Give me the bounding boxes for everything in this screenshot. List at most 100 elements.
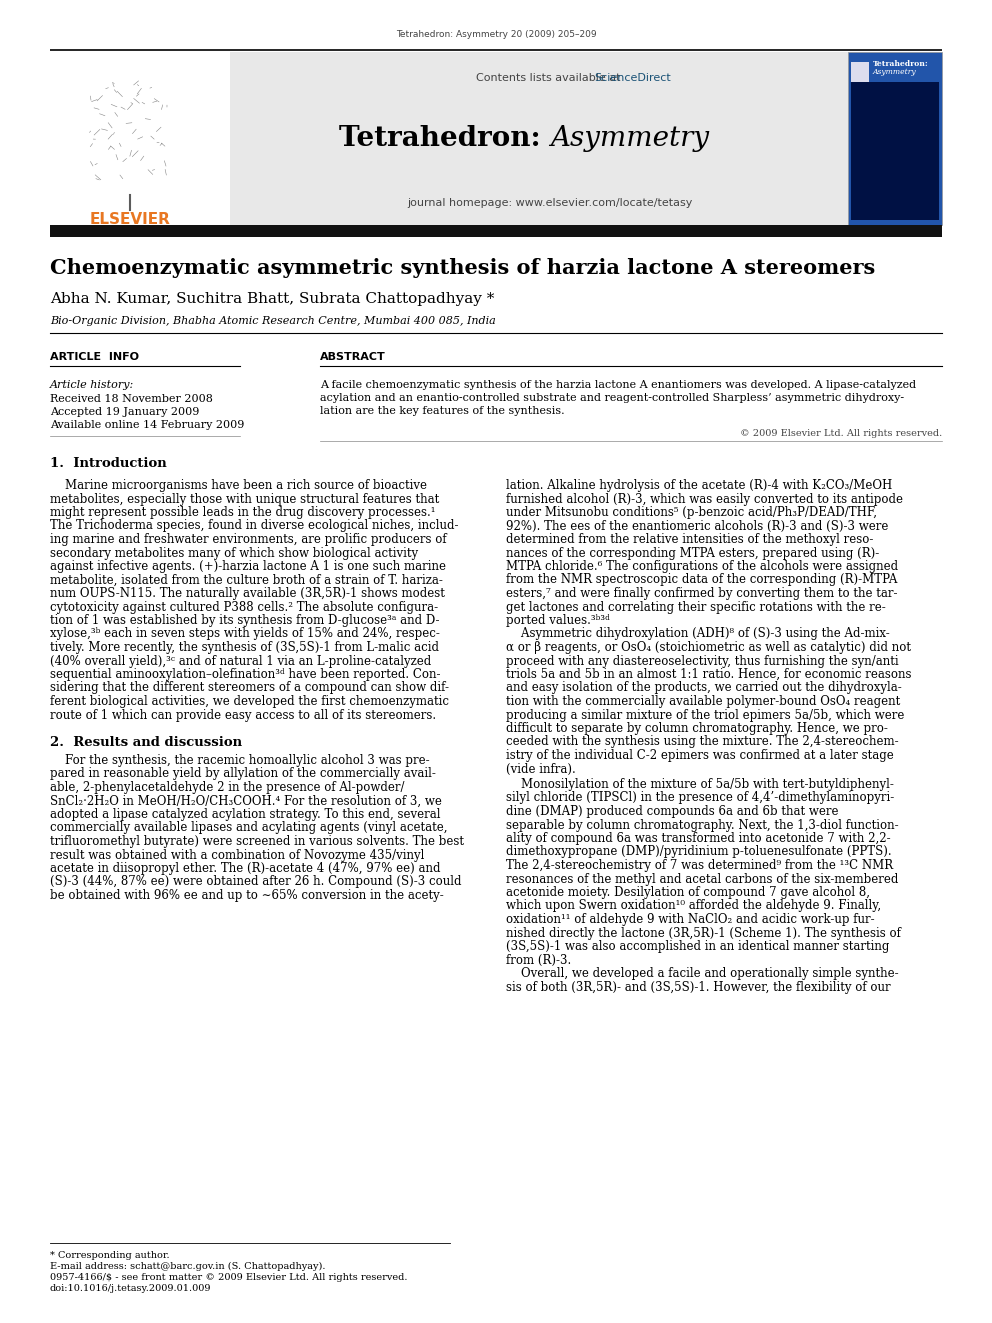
Text: ported values.³ᵇ³ᵈ: ported values.³ᵇ³ᵈ [506,614,610,627]
Text: and easy isolation of the products, we carried out the dihydroxyla-: and easy isolation of the products, we c… [506,681,902,695]
Text: nances of the corresponding MTPA esters, prepared using (R)-: nances of the corresponding MTPA esters,… [506,546,879,560]
Text: doi:10.1016/j.tetasy.2009.01.009: doi:10.1016/j.tetasy.2009.01.009 [50,1285,211,1293]
Text: SnCl₂·2H₂O in MeOH/H₂O/CH₃COOH.⁴ For the resolution of 3, we: SnCl₂·2H₂O in MeOH/H₂O/CH₃COOH.⁴ For the… [50,795,441,807]
Bar [848,52,942,225]
Text: Article history:: Article history: [50,380,134,390]
Text: triols 5a and 5b in an almost 1:1 ratio. Hence, for economic reasons: triols 5a and 5b in an almost 1:1 ratio.… [506,668,912,681]
Text: sidering that the different stereomers of a compound can show dif-: sidering that the different stereomers o… [50,681,449,695]
Text: α or β reagents, or OsO₄ (stoichiometric as well as catalytic) did not: α or β reagents, or OsO₄ (stoichiometric… [506,642,911,654]
Text: sequential aminooxylation–olefination³ᵈ have been reported. Con-: sequential aminooxylation–olefination³ᵈ … [50,668,440,681]
Text: acylation and an enantio-controlled substrate and reagent-controlled Sharpless’ : acylation and an enantio-controlled subs… [320,393,904,404]
Text: ceeded with the synthesis using the mixture. The 2,4-stereochem-: ceeded with the synthesis using the mixt… [506,736,899,749]
Text: 2.  Results and discussion: 2. Results and discussion [50,736,242,749]
Text: adopted a lipase catalyzed acylation strategy. To this end, several: adopted a lipase catalyzed acylation str… [50,808,440,822]
Text: pared in reasonable yield by allylation of the commercially avail-: pared in reasonable yield by allylation … [50,767,435,781]
Text: tion with the commercially available polymer-bound OsO₄ reagent: tion with the commercially available pol… [506,695,901,708]
Text: (S)-3 (44%, 87% ee) were obtained after 26 h. Compound (S)-3 could: (S)-3 (44%, 87% ee) were obtained after … [50,876,461,889]
Text: * Corresponding author.: * Corresponding author. [50,1252,170,1259]
Text: acetate in diisopropyl ether. The (R)-acetate 4 (47%, 97% ee) and: acetate in diisopropyl ether. The (R)-ac… [50,863,440,875]
Text: E-mail address: schatt@barc.gov.in (S. Chattopadhyay).: E-mail address: schatt@barc.gov.in (S. C… [50,1262,325,1271]
Bar [50,52,942,225]
Text: Tetrahedron: Asymmetry 20 (2009) 205–209: Tetrahedron: Asymmetry 20 (2009) 205–209 [396,30,596,38]
Text: dimethoxypropane (DMP)/pyridinium p-toluenesulfonate (PPTS).: dimethoxypropane (DMP)/pyridinium p-tolu… [506,845,892,859]
Text: Marine microorganisms have been a rich source of bioactive: Marine microorganisms have been a rich s… [50,479,427,492]
Text: Monosilylation of the mixture of 5a/5b with tert-butyldiphenyl-: Monosilylation of the mixture of 5a/5b w… [506,778,894,791]
Text: from (R)-3.: from (R)-3. [506,954,571,967]
Text: trifluoromethyl butyrate) were screened in various solvents. The best: trifluoromethyl butyrate) were screened … [50,835,464,848]
Text: against infective agents. (+)-harzia lactone A 1 is one such marine: against infective agents. (+)-harzia lac… [50,560,446,573]
Text: be obtained with 96% ee and up to ∼65% conversion in the acety-: be obtained with 96% ee and up to ∼65% c… [50,889,443,902]
Text: silyl chloride (TIPSCl) in the presence of 4,4’-dimethylaminopyri-: silyl chloride (TIPSCl) in the presence … [506,791,894,804]
Bar [50,225,942,237]
Text: might represent possible leads in the drug discovery processes.¹: might represent possible leads in the dr… [50,505,435,519]
Text: tively. More recently, the synthesis of (3S,5S)-1 from L-malic acid: tively. More recently, the synthesis of … [50,642,439,654]
Text: Tetrahedron:: Tetrahedron: [873,60,929,67]
Text: istry of the individual C-2 epimers was confirmed at a later stage: istry of the individual C-2 epimers was … [506,749,894,762]
Bar [851,62,869,82]
Text: route of 1 which can provide easy access to all of its stereomers.: route of 1 which can provide easy access… [50,709,436,721]
Text: producing a similar mixture of the triol epimers 5a/5b, which were: producing a similar mixture of the triol… [506,709,905,721]
Text: Asymmetry: Asymmetry [873,67,917,75]
Text: commercially available lipases and acylating agents (vinyl acetate,: commercially available lipases and acyla… [50,822,447,835]
Text: A facile chemoenzymatic synthesis of the harzia lactone A enantiomers was develo: A facile chemoenzymatic synthesis of the… [320,380,917,390]
Text: The Trichoderma species, found in diverse ecological niches, includ-: The Trichoderma species, found in divers… [50,520,458,532]
Text: oxidation¹¹ of aldehyde 9 with NaClO₂ and acidic work-up fur-: oxidation¹¹ of aldehyde 9 with NaClO₂ an… [506,913,875,926]
Text: acetonide moiety. Desilylation of compound 7 gave alcohol 8,: acetonide moiety. Desilylation of compou… [506,886,870,900]
Text: dine (DMAP) produced compounds 6a and 6b that were: dine (DMAP) produced compounds 6a and 6b… [506,804,838,818]
Text: resonances of the methyl and acetal carbons of the six-membered: resonances of the methyl and acetal carb… [506,872,899,885]
Text: Received 18 November 2008: Received 18 November 2008 [50,394,213,404]
Text: journal homepage: www.elsevier.com/locate/tetasy: journal homepage: www.elsevier.com/locat… [408,198,692,208]
Text: The 2,4-stereochemistry of 7 was determined⁹ from the ¹³C NMR: The 2,4-stereochemistry of 7 was determi… [506,859,893,872]
Text: difficult to separate by column chromatography. Hence, we pro-: difficult to separate by column chromato… [506,722,888,736]
Text: Tetrahedron:: Tetrahedron: [338,124,550,152]
Text: lation are the key features of the synthesis.: lation are the key features of the synth… [320,406,564,415]
Text: 92%). The ees of the enantiomeric alcohols (R)-3 and (S)-3 were: 92%). The ees of the enantiomeric alcoho… [506,520,889,532]
Text: ELSEVIER: ELSEVIER [90,212,171,228]
Text: nished directly the lactone (3R,5R)-1 (Scheme 1). The synthesis of: nished directly the lactone (3R,5R)-1 (S… [506,926,901,939]
Bar [851,82,939,220]
Text: xylose,³ᵇ each in seven steps with yields of 15% and 24%, respec-: xylose,³ᵇ each in seven steps with yield… [50,627,439,640]
Text: separable by column chromatography. Next, the 1,3-diol function-: separable by column chromatography. Next… [506,819,899,831]
Text: Accepted 19 January 2009: Accepted 19 January 2009 [50,407,199,417]
Text: Asymmetry: Asymmetry [550,124,709,152]
Text: © 2009 Elsevier Ltd. All rights reserved.: © 2009 Elsevier Ltd. All rights reserved… [740,429,942,438]
Text: determined from the relative intensities of the methoxyl reso-: determined from the relative intensities… [506,533,873,546]
Text: ality of compound 6a was transformed into acetonide 7 with 2,2-: ality of compound 6a was transformed int… [506,832,891,845]
Text: For the synthesis, the racemic homoallylic alcohol 3 was pre-: For the synthesis, the racemic homoallyl… [50,754,430,767]
Text: furnished alcohol (R)-3, which was easily converted to its antipode: furnished alcohol (R)-3, which was easil… [506,492,903,505]
Text: ARTICLE  INFO: ARTICLE INFO [50,352,139,363]
Bar [50,52,230,225]
Text: cytotoxicity against cultured P388 cells.² The absolute configura-: cytotoxicity against cultured P388 cells… [50,601,438,614]
Text: proceed with any diastereoselectivity, thus furnishing the syn/anti: proceed with any diastereoselectivity, t… [506,655,899,668]
Text: metabolites, especially those with unique structural features that: metabolites, especially those with uniqu… [50,492,439,505]
Text: (vide infra).: (vide infra). [506,762,575,775]
Text: ABSTRACT: ABSTRACT [320,352,386,363]
Text: under Mitsunobu conditions⁵ (p-benzoic acid/Ph₃P/DEAD/THF,: under Mitsunobu conditions⁵ (p-benzoic a… [506,505,877,519]
Text: 0957-4166/$ - see front matter © 2009 Elsevier Ltd. All rights reserved.: 0957-4166/$ - see front matter © 2009 El… [50,1273,408,1282]
Text: 1.  Introduction: 1. Introduction [50,456,167,470]
Text: from the NMR spectroscopic data of the corresponding (R)-MTPA: from the NMR spectroscopic data of the c… [506,573,898,586]
Text: tion of 1 was established by its synthesis from D-glucose³ᵃ and D-: tion of 1 was established by its synthes… [50,614,439,627]
Text: Contents lists available at: Contents lists available at [476,73,624,83]
Text: sis of both (3R,5R)- and (3S,5S)-1. However, the flexibility of our: sis of both (3R,5R)- and (3S,5S)-1. Howe… [506,980,891,994]
Text: Available online 14 February 2009: Available online 14 February 2009 [50,419,244,430]
Text: (40% overall yield),³ᶜ and of natural 1 via an L-proline-catalyzed: (40% overall yield),³ᶜ and of natural 1 … [50,655,432,668]
Text: lation. Alkaline hydrolysis of the acetate (R)-4 with K₂CO₃/MeOH: lation. Alkaline hydrolysis of the aceta… [506,479,892,492]
Text: get lactones and correlating their specific rotations with the re-: get lactones and correlating their speci… [506,601,886,614]
Text: ScienceDirect: ScienceDirect [594,73,672,83]
Text: Overall, we developed a facile and operationally simple synthe-: Overall, we developed a facile and opera… [506,967,899,980]
Text: ferent biological activities, we developed the first chemoenzymatic: ferent biological activities, we develop… [50,695,449,708]
Text: Bio-Organic Division, Bhabha Atomic Research Centre, Mumbai 400 085, India: Bio-Organic Division, Bhabha Atomic Rese… [50,316,496,325]
Text: Asymmetric dihydroxylation (ADH)⁸ of (S)-3 using the Ad-mix-: Asymmetric dihydroxylation (ADH)⁸ of (S)… [506,627,890,640]
Text: result was obtained with a combination of Novozyme 435/vinyl: result was obtained with a combination o… [50,848,425,861]
Text: metabolite, isolated from the culture broth of a strain of T. hariza-: metabolite, isolated from the culture br… [50,573,442,586]
Text: MTPA chloride.⁶ The configurations of the alcohols were assigned: MTPA chloride.⁶ The configurations of th… [506,560,898,573]
Text: num OUPS-N115. The naturally available (3R,5R)-1 shows modest: num OUPS-N115. The naturally available (… [50,587,444,601]
Text: esters,⁷ and were finally confirmed by converting them to the tar-: esters,⁷ and were finally confirmed by c… [506,587,898,601]
Text: Chemoenzymatic asymmetric synthesis of harzia lactone A stereomers: Chemoenzymatic asymmetric synthesis of h… [50,258,875,278]
Text: ing marine and freshwater environments, are prolific producers of: ing marine and freshwater environments, … [50,533,446,546]
Text: (3S,5S)-1 was also accomplished in an identical manner starting: (3S,5S)-1 was also accomplished in an id… [506,941,890,953]
Text: Abha N. Kumar, Suchitra Bhatt, Subrata Chattopadhyay *: Abha N. Kumar, Suchitra Bhatt, Subrata C… [50,292,494,306]
Text: which upon Swern oxidation¹⁰ afforded the aldehyde 9. Finally,: which upon Swern oxidation¹⁰ afforded th… [506,900,881,913]
Text: secondary metabolites many of which show biological activity: secondary metabolites many of which show… [50,546,418,560]
